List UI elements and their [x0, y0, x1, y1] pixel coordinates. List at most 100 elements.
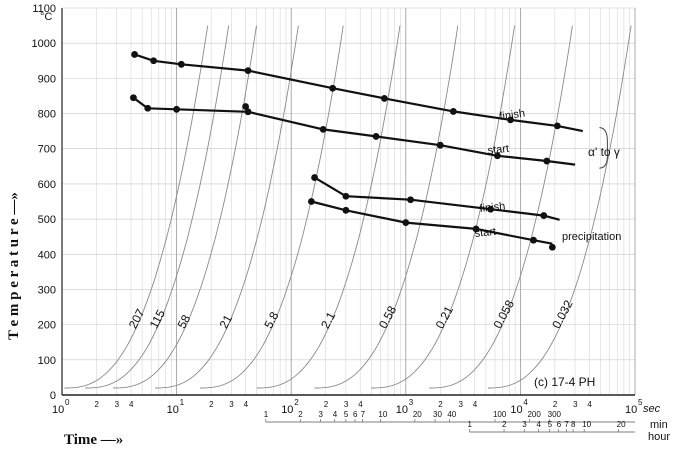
hour-tick-label: 7 — [564, 420, 569, 429]
data-point — [173, 105, 181, 113]
y-tick-label: 1000 — [32, 38, 56, 50]
x-tick-exponent: 5 — [638, 398, 643, 407]
axes — [61, 8, 635, 433]
y-tick-label: 800 — [38, 109, 56, 121]
heating-rate-label: 115 — [147, 307, 168, 331]
data-point — [244, 108, 252, 116]
heating-curve — [371, 25, 516, 389]
heating-rate-label: 0.058 — [491, 297, 518, 330]
data-point — [372, 133, 380, 140]
data-point — [311, 174, 318, 181]
data-point — [342, 206, 350, 214]
heating-rate-label: 0.032 — [549, 297, 576, 330]
data-point — [177, 60, 185, 68]
data-point — [380, 95, 388, 102]
data-point — [487, 205, 495, 213]
data-point — [242, 103, 249, 110]
data-point — [150, 57, 158, 65]
minute-tick-label: 200 — [527, 410, 541, 419]
data-point — [131, 51, 138, 58]
data-point — [329, 84, 337, 92]
minute-tick-label: 1 — [264, 410, 269, 419]
x-minor-label: 2 — [553, 400, 558, 409]
hour-tick-label: 8 — [571, 420, 576, 429]
data-point — [342, 192, 350, 200]
x-minor-label: 3 — [115, 400, 120, 409]
heating-rate-label: 21 — [217, 312, 236, 331]
data-point — [494, 152, 501, 160]
label-precipitation: precipitation — [562, 231, 621, 243]
x-minor-label: 4 — [587, 400, 592, 409]
x-minor-label: 4 — [244, 400, 249, 409]
data-point — [307, 198, 315, 205]
x-minor-label: 3 — [229, 400, 234, 409]
x-minor-label: 2 — [94, 400, 99, 409]
x-tick-label: 10 — [281, 404, 293, 416]
hour-tick-label: 20 — [617, 420, 626, 429]
data-point — [319, 125, 327, 133]
heating-rate-label: 0.21 — [433, 303, 456, 330]
data-point — [144, 104, 152, 112]
x-tick-exponent: 3 — [409, 398, 414, 407]
data-point — [130, 94, 137, 102]
label-start-lower: start — [474, 226, 497, 240]
heating-curves — [64, 25, 632, 389]
series-line-start — [132, 96, 576, 166]
label-finish-upper: finish — [499, 108, 526, 123]
hour-tick-label: 6 — [557, 420, 562, 429]
x-tick-exponent: 0 — [65, 398, 70, 407]
heating-curve — [113, 25, 257, 389]
minute-tick-label: 2 — [298, 410, 303, 419]
hour-tick-label: 2 — [502, 420, 507, 429]
x-tick-label: 10 — [625, 404, 637, 416]
data-point — [507, 116, 514, 124]
data-point — [543, 157, 551, 165]
minute-tick-label: 100 — [493, 410, 507, 419]
y-tick-label: 700 — [38, 144, 56, 156]
minute-tick-label: 30 — [433, 410, 442, 419]
y-tick-label: 600 — [38, 179, 56, 191]
x-minor-label: 3 — [458, 400, 463, 409]
x-tick-label: 10 — [52, 404, 64, 416]
label-start-upper: start — [487, 143, 510, 157]
label-finish-lower: finish — [479, 200, 506, 215]
hour-tick-label: 10 — [582, 420, 591, 429]
minute-tick-label: 300 — [548, 410, 562, 419]
data-point — [244, 67, 252, 75]
minute-tick-label: 4 — [333, 410, 338, 419]
x-tick-label: 10 — [396, 404, 408, 416]
x-minor-label: 3 — [344, 400, 349, 409]
heating-curve — [314, 25, 459, 389]
x-axis-label: Time —» — [64, 432, 123, 448]
x-tick-label: 10 — [510, 404, 522, 416]
grid — [61, 7, 636, 396]
minute-tick-label: 20 — [413, 410, 422, 419]
heating-curve — [200, 25, 344, 389]
x-minor-label: 2 — [324, 400, 329, 409]
label-alpha-to-gamma: α' to γ — [588, 145, 620, 159]
data-point — [449, 108, 457, 115]
data-point — [436, 141, 444, 149]
y-tick-label: 300 — [38, 284, 56, 296]
x-minor-label: 2 — [438, 400, 443, 409]
hour-tick-label: 5 — [548, 420, 553, 429]
x-minor-label: 4 — [473, 400, 478, 409]
data-point — [530, 236, 537, 244]
minute-tick-label: 7 — [361, 410, 366, 419]
heating-rate-label: 0.58 — [376, 303, 399, 330]
data-point — [402, 219, 410, 227]
x-tick-exponent: 4 — [523, 398, 528, 407]
y-tick-label: 400 — [38, 249, 56, 261]
x-tick-exponent: 1 — [180, 398, 185, 407]
x-minor-label: 4 — [358, 400, 363, 409]
minute-tick-label: 40 — [447, 410, 456, 419]
data-point — [407, 196, 414, 204]
y-tick-label: 100 — [38, 355, 56, 367]
minute-tick-label: 10 — [378, 410, 387, 419]
y-unit: °C — [40, 11, 52, 23]
minute-tick-label: 5 — [344, 410, 349, 419]
heating-rate-label: 207 — [126, 306, 148, 331]
x-unit-min: min — [650, 419, 668, 431]
